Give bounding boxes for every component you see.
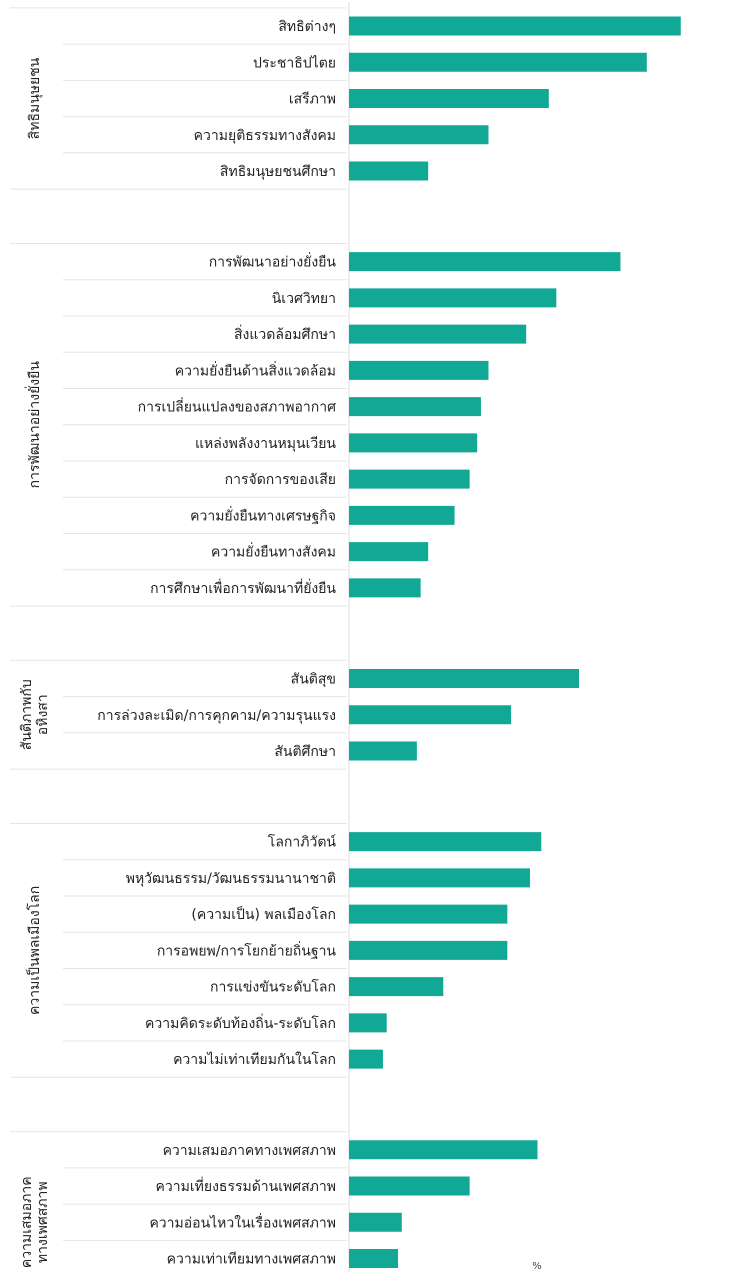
category-label: การจัดการของเสีย <box>225 472 336 488</box>
category-label: ความยุติธรรมทางสังคม <box>194 128 336 144</box>
category-label: ความยั่งยืนทางสังคม <box>211 543 336 561</box>
group-label-line: ความเป็นพลเมืองโลก <box>25 886 43 1015</box>
category-label: การอพยพ/การโยกย้ายถิ่นฐาน <box>157 941 337 959</box>
category-label: โลกาภิวัตน์ <box>268 834 337 851</box>
category-label: นิเวศวิทยา <box>272 291 336 307</box>
bar <box>349 741 417 761</box>
bar <box>349 125 489 145</box>
category-label: สันติศึกษา <box>274 744 336 760</box>
group-label: สิทธิมนุษยชน <box>27 57 43 139</box>
category-label: แหล่งพลังงานหมุนเวียน <box>195 436 336 452</box>
bar <box>349 1049 383 1069</box>
category-label: การแข่งขันระดับโลก <box>210 979 336 996</box>
category-label: การพัฒนาอย่างยั่งยืน <box>209 253 337 271</box>
group-label: การพัฒนาอย่างยั่งยืน <box>25 361 43 489</box>
group-label-line: ความเสมอภาค <box>19 1176 35 1268</box>
bar <box>349 1176 470 1196</box>
bar <box>349 324 527 344</box>
category-label: การล่วงละเมิด/การคุกคาม/ความรุนแรง <box>97 708 336 724</box>
category-label: ความอ่อนไหวในเรื่องเพศสภาพ <box>149 1213 336 1231</box>
bar-layer <box>349 16 681 1268</box>
category-label: ความเที่ยงธรรมด้านเพศสภาพ <box>156 1177 336 1195</box>
category-label: ความเท่าเทียมทางเพศสภาพ <box>167 1252 336 1268</box>
category-label: ความคิดระดับท้องถิ่น-ระดับโลก <box>145 1014 336 1032</box>
group-label-line: การพัฒนาอย่างยั่งยืน <box>25 361 43 489</box>
bar <box>349 288 557 308</box>
x-axis-title: % <box>532 1261 542 1272</box>
category-label: พหุวัฒนธรรม/วัฒนธรรมนานาชาติ <box>126 871 336 887</box>
bar <box>349 1212 402 1232</box>
bar <box>349 977 444 997</box>
category-label: ความยั่งยืนด้านสิ่งแวดล้อม <box>175 361 336 379</box>
category-label: เสรีภาพ <box>289 92 336 108</box>
bar <box>349 52 647 72</box>
category-label: ความเสมอภาคทางเพศสภาพ <box>163 1143 336 1159</box>
category-label: สิทธิมนุษยชนศึกษา <box>220 164 336 180</box>
bar <box>349 832 542 852</box>
group-label: ความเสมอภาคทางเพศสภาพ <box>19 1176 51 1268</box>
grid-layer <box>10 2 350 1272</box>
bar <box>349 904 508 924</box>
category-label: การศึกษาเพื่อการพัฒนาที่ยั่งยืน <box>150 579 336 597</box>
category-label: ความไม่เท่าเทียมกันในโลก <box>173 1051 336 1068</box>
bar <box>349 16 681 36</box>
group-label-line: สิทธิมนุษยชน <box>27 57 43 139</box>
category-label: สิ่งแวดล้อมศึกษา <box>234 325 336 343</box>
category-label: (ความเป็น) พลเมืองโลก <box>191 905 336 923</box>
label-layer: สิทธิต่างๆประชาธิปไตยเสรีภาพความยุติธรรม… <box>19 19 337 1268</box>
bar <box>349 669 579 688</box>
group-label-line: สันติภาพกับ <box>19 679 35 750</box>
bar <box>349 940 508 960</box>
group-label: ความเป็นพลเมืองโลก <box>25 886 43 1015</box>
bar <box>349 505 455 525</box>
bar <box>349 868 530 888</box>
group-label: สันติภาพกับอหิงสา <box>19 679 51 750</box>
group-label-line: ทางเพศสภาพ <box>35 1181 51 1263</box>
bar <box>349 705 512 725</box>
category-label: สิทธิต่างๆ <box>278 19 336 35</box>
bar <box>349 578 421 598</box>
bar <box>349 252 621 272</box>
bar <box>349 360 489 380</box>
category-label: ความยั่งยืนทางเศรษฐกิจ <box>190 506 336 524</box>
bar <box>349 89 549 108</box>
bar <box>349 397 481 417</box>
category-label: การเปลี่ยนแปลงของสภาพอากาศ <box>138 398 336 416</box>
bar <box>349 469 470 489</box>
category-label: สันติสุข <box>291 672 336 688</box>
category-label: ประชาธิปไตย <box>253 54 336 71</box>
bar <box>349 161 429 181</box>
bar <box>349 542 429 562</box>
bar <box>349 1013 387 1033</box>
bar <box>349 1249 399 1268</box>
bar <box>349 433 478 453</box>
x-axis: % 0102030405060708090100 <box>532 1261 542 1272</box>
group-label-line: อหิงสา <box>35 694 51 735</box>
bar <box>349 1140 538 1160</box>
